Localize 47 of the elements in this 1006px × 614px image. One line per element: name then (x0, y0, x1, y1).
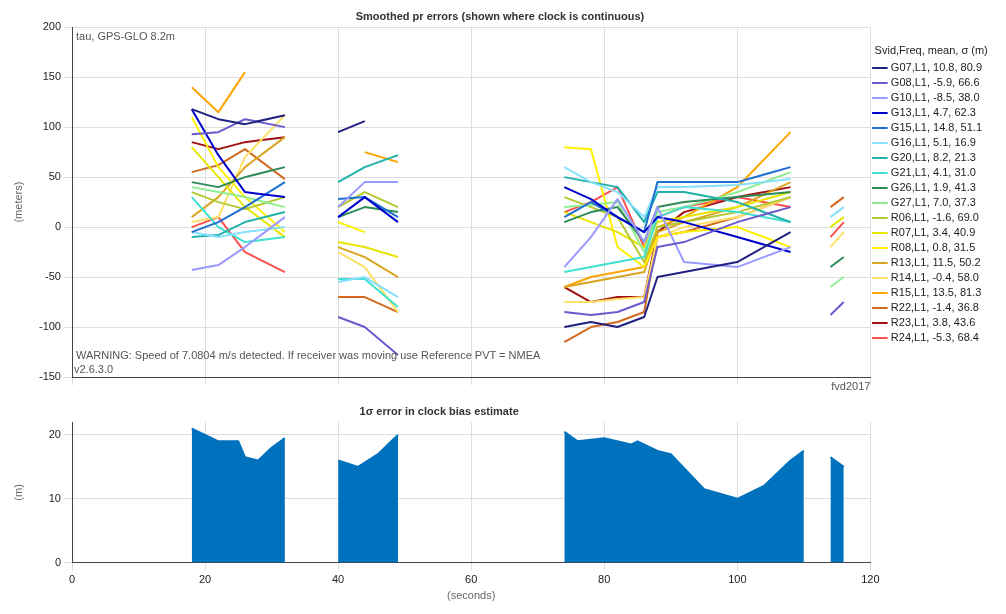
chart-title: 1σ error in clock bias estimate (359, 404, 519, 417)
x-axis-title: (seconds) (447, 589, 496, 602)
legend-label: R22,L1, -1.4, 36.8 (890, 301, 979, 314)
legend-label: G13,L1, 4.7, 62.3 (890, 106, 976, 119)
y-tick-label: 150 (42, 70, 61, 83)
legend-label: G15,L1, 14.8, 51.1 (890, 121, 983, 134)
annotation: WARNING: Speed of 7.0804 m/s detected. If receiver was moving use Reference PVT = NMEA (76, 348, 541, 361)
x-tick-label: 40 (332, 573, 345, 586)
y-axis-title: (m) (11, 484, 24, 501)
legend-label: G10,L1, -8.5, 38.0 (890, 91, 980, 104)
legend-label: G20,L1, 8.2, 21.3 (890, 151, 976, 164)
legend-label: R14,L1, -0.4, 58.0 (890, 271, 979, 284)
y-tick-label: -100 (38, 320, 61, 333)
annotation: v2.6.3.0 (74, 362, 114, 375)
legend-label: R08,L1, 0.8, 31.5 (890, 241, 976, 254)
x-tick-label: 0 (68, 573, 76, 586)
legend-title: Svid,Freq, mean, σ (m) (874, 43, 988, 56)
legend-label: R24,L1, -5.3, 68.4 (890, 331, 979, 344)
y-tick-label: -50 (45, 270, 61, 283)
chart-title: Smoothed pr errors (shown where clock is continuous) (355, 9, 645, 22)
legend-label: R07,L1, 3.4, 40.9 (890, 226, 976, 239)
legend-label: R15,L1, 13.5, 81.3 (890, 286, 982, 299)
x-tick-label: 120 (861, 573, 880, 586)
y-tick-label: 0 (54, 220, 61, 233)
x-tick-label: 60 (465, 573, 478, 586)
y-tick-label: 200 (42, 20, 61, 33)
legend-label: R06,L1, -1.6, 69.0 (890, 211, 979, 224)
y-tick-label: 100 (42, 120, 61, 133)
y-tick-label: -150 (38, 370, 61, 383)
legend-label: G16,L1, 5.1, 16.9 (890, 136, 976, 149)
legend-label: R13,L1, 11.5, 50.2 (890, 256, 981, 269)
legend-label: G21,L1, 4.1, 31.0 (890, 166, 976, 179)
y-axis-title: (meters) (11, 181, 24, 223)
y-tick-label: 0 (54, 555, 61, 568)
y-tick-label: 50 (48, 170, 61, 183)
legend-label: G26,L1, 1.9, 41.3 (890, 181, 976, 194)
legend-label: R23,L1, 3.8, 43.6 (890, 316, 976, 329)
legend-label: G07,L1, 10.8, 80.9 (890, 61, 983, 74)
text: fvd2017 (831, 379, 871, 392)
x-tick-label: 20 (198, 573, 212, 586)
x-tick-label: 100 (728, 573, 747, 586)
x-tick-label: 80 (598, 573, 611, 586)
legend-label: G27,L1, 7.0, 37.3 (890, 196, 976, 209)
legend-label: G08,L1, -5.9, 66.6 (890, 76, 980, 89)
y-tick-label: 10 (48, 491, 61, 504)
annotation: tau, GPS-GLO 8.2m (76, 29, 176, 42)
y-tick-label: 20 (48, 427, 61, 440)
